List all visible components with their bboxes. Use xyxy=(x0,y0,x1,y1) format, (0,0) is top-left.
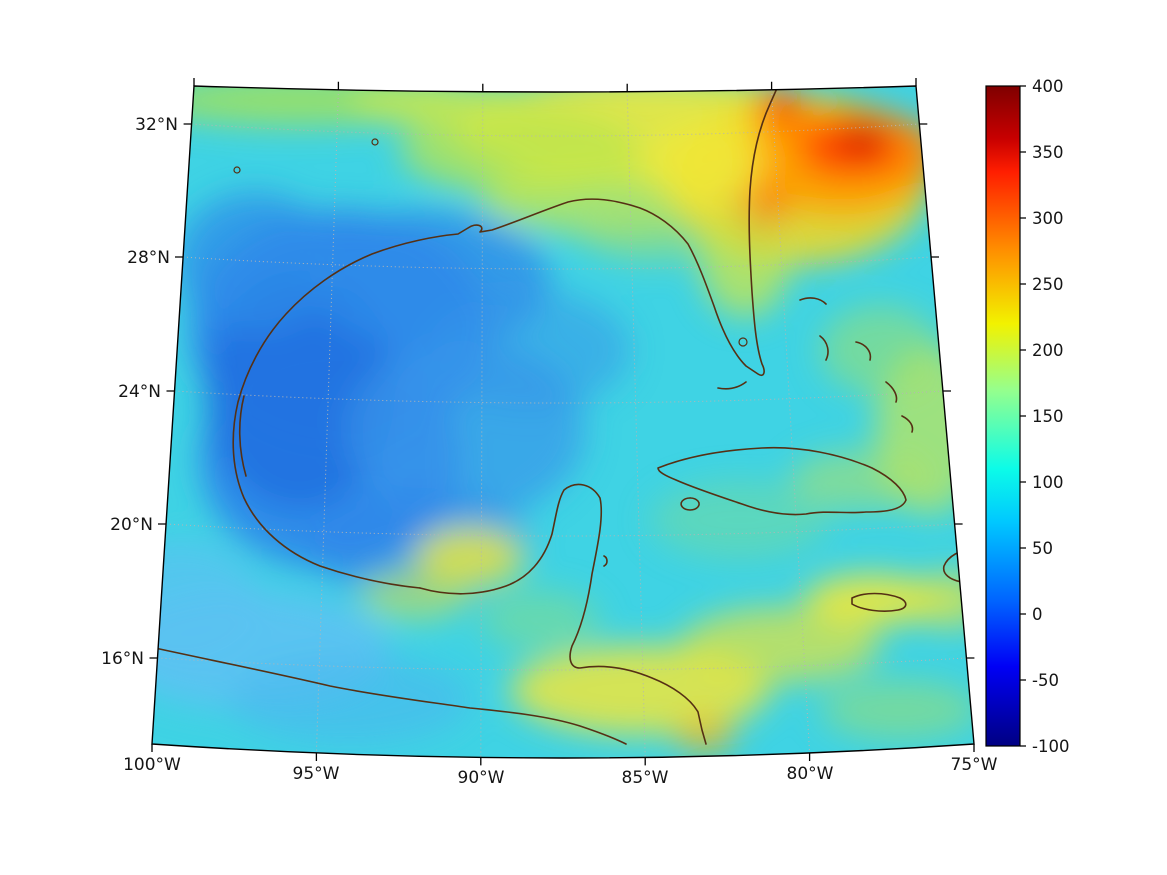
heat-blob xyxy=(415,527,525,587)
lon-tick-label: 75°W xyxy=(951,755,998,775)
coastline-texas-barrier xyxy=(238,395,247,477)
colorbar-tick-label: 0 xyxy=(1032,605,1043,624)
axis-ticks xyxy=(149,78,975,766)
colorbar-tick-label: -50 xyxy=(1032,671,1059,690)
heat-blob xyxy=(430,290,630,410)
colorbar-tick-label: 200 xyxy=(1032,341,1064,360)
coastline-gulf-florida xyxy=(232,86,779,589)
lon-tick-label: 85°W xyxy=(622,768,669,788)
colorbar-tick-label: 300 xyxy=(1032,209,1064,228)
heat-blob xyxy=(820,680,974,740)
colorbar-tick-label: 150 xyxy=(1032,407,1064,426)
heat-blob xyxy=(360,570,470,620)
lat-tick-label: 20°N xyxy=(110,515,153,535)
heat-blob xyxy=(840,125,884,155)
coastline-cozumel xyxy=(603,555,608,567)
lon-tick-label: 90°W xyxy=(458,768,505,788)
axis-labels: 32°N 28°N 24°N 20°N 16°N 100°W 95°W 90°W… xyxy=(101,115,998,788)
coastline-cuba xyxy=(657,446,907,516)
meridian-gridline xyxy=(480,91,484,758)
parallel-gridline xyxy=(157,657,967,671)
meridian-gridline xyxy=(771,89,811,754)
graticule xyxy=(157,89,967,758)
colorbar-tick-label: -100 xyxy=(1032,737,1069,756)
lon-ticks xyxy=(151,78,975,766)
heat-blob xyxy=(175,192,335,332)
coastline-yucatan-honduras xyxy=(419,483,707,745)
colorbar-tick-label: 250 xyxy=(1032,275,1064,294)
meridian-gridline xyxy=(315,89,339,754)
heat-blob xyxy=(480,590,600,650)
lat-ticks xyxy=(149,123,975,659)
parallel-gridline xyxy=(191,123,920,137)
lon-tick-label: 100°W xyxy=(123,755,181,775)
map-border xyxy=(151,85,975,759)
heat-blob xyxy=(804,574,940,626)
lat-tick-label: 28°N xyxy=(127,248,170,268)
coastline-isla-juventud xyxy=(680,497,700,511)
lat-tick-label: 24°N xyxy=(118,382,161,402)
parallel-gridline xyxy=(174,390,944,404)
heat-blob xyxy=(350,86,530,127)
inland-lake xyxy=(371,138,379,146)
lon-tick-label: 80°W xyxy=(787,764,834,784)
heat-blob xyxy=(910,572,974,628)
lat-tick-label: 32°N xyxy=(135,115,178,135)
colorbar-gradient xyxy=(985,85,1021,747)
heat-blob xyxy=(152,540,260,660)
heat-blob xyxy=(754,88,806,128)
heat-blob xyxy=(645,120,765,210)
heat-blob xyxy=(675,717,735,753)
inland-lake xyxy=(233,166,241,174)
coastline-jamaica xyxy=(851,592,907,612)
colorbar-tick-label: 100 xyxy=(1032,473,1064,492)
lake-okeechobee xyxy=(738,337,748,347)
heat-blob xyxy=(790,450,930,510)
colorbar: 400 350 300 250 200 150 100 50 0 -50 -10… xyxy=(985,77,1069,756)
heat-blob xyxy=(820,305,940,395)
colorbar-ticks xyxy=(1020,85,1026,747)
meridian-gridline xyxy=(626,91,646,758)
lon-tick-label: 95°W xyxy=(293,764,340,784)
coastline-pacific-mexico xyxy=(154,647,627,745)
colorbar-tick-label: 50 xyxy=(1032,539,1053,558)
coastlines xyxy=(154,86,974,745)
heat-blob xyxy=(650,480,830,560)
colorbar-tick-label: 400 xyxy=(1032,77,1064,96)
heat-blobs xyxy=(152,86,974,753)
heat-blob xyxy=(700,207,790,317)
coastline-florida-keys xyxy=(717,381,747,390)
colorbar-tick-label: 350 xyxy=(1032,143,1064,162)
heat-field xyxy=(152,86,974,758)
lat-tick-label: 16°N xyxy=(101,649,144,669)
coastline-bahamas xyxy=(799,297,914,433)
heat-blob xyxy=(680,607,880,683)
map-panel xyxy=(149,78,975,766)
